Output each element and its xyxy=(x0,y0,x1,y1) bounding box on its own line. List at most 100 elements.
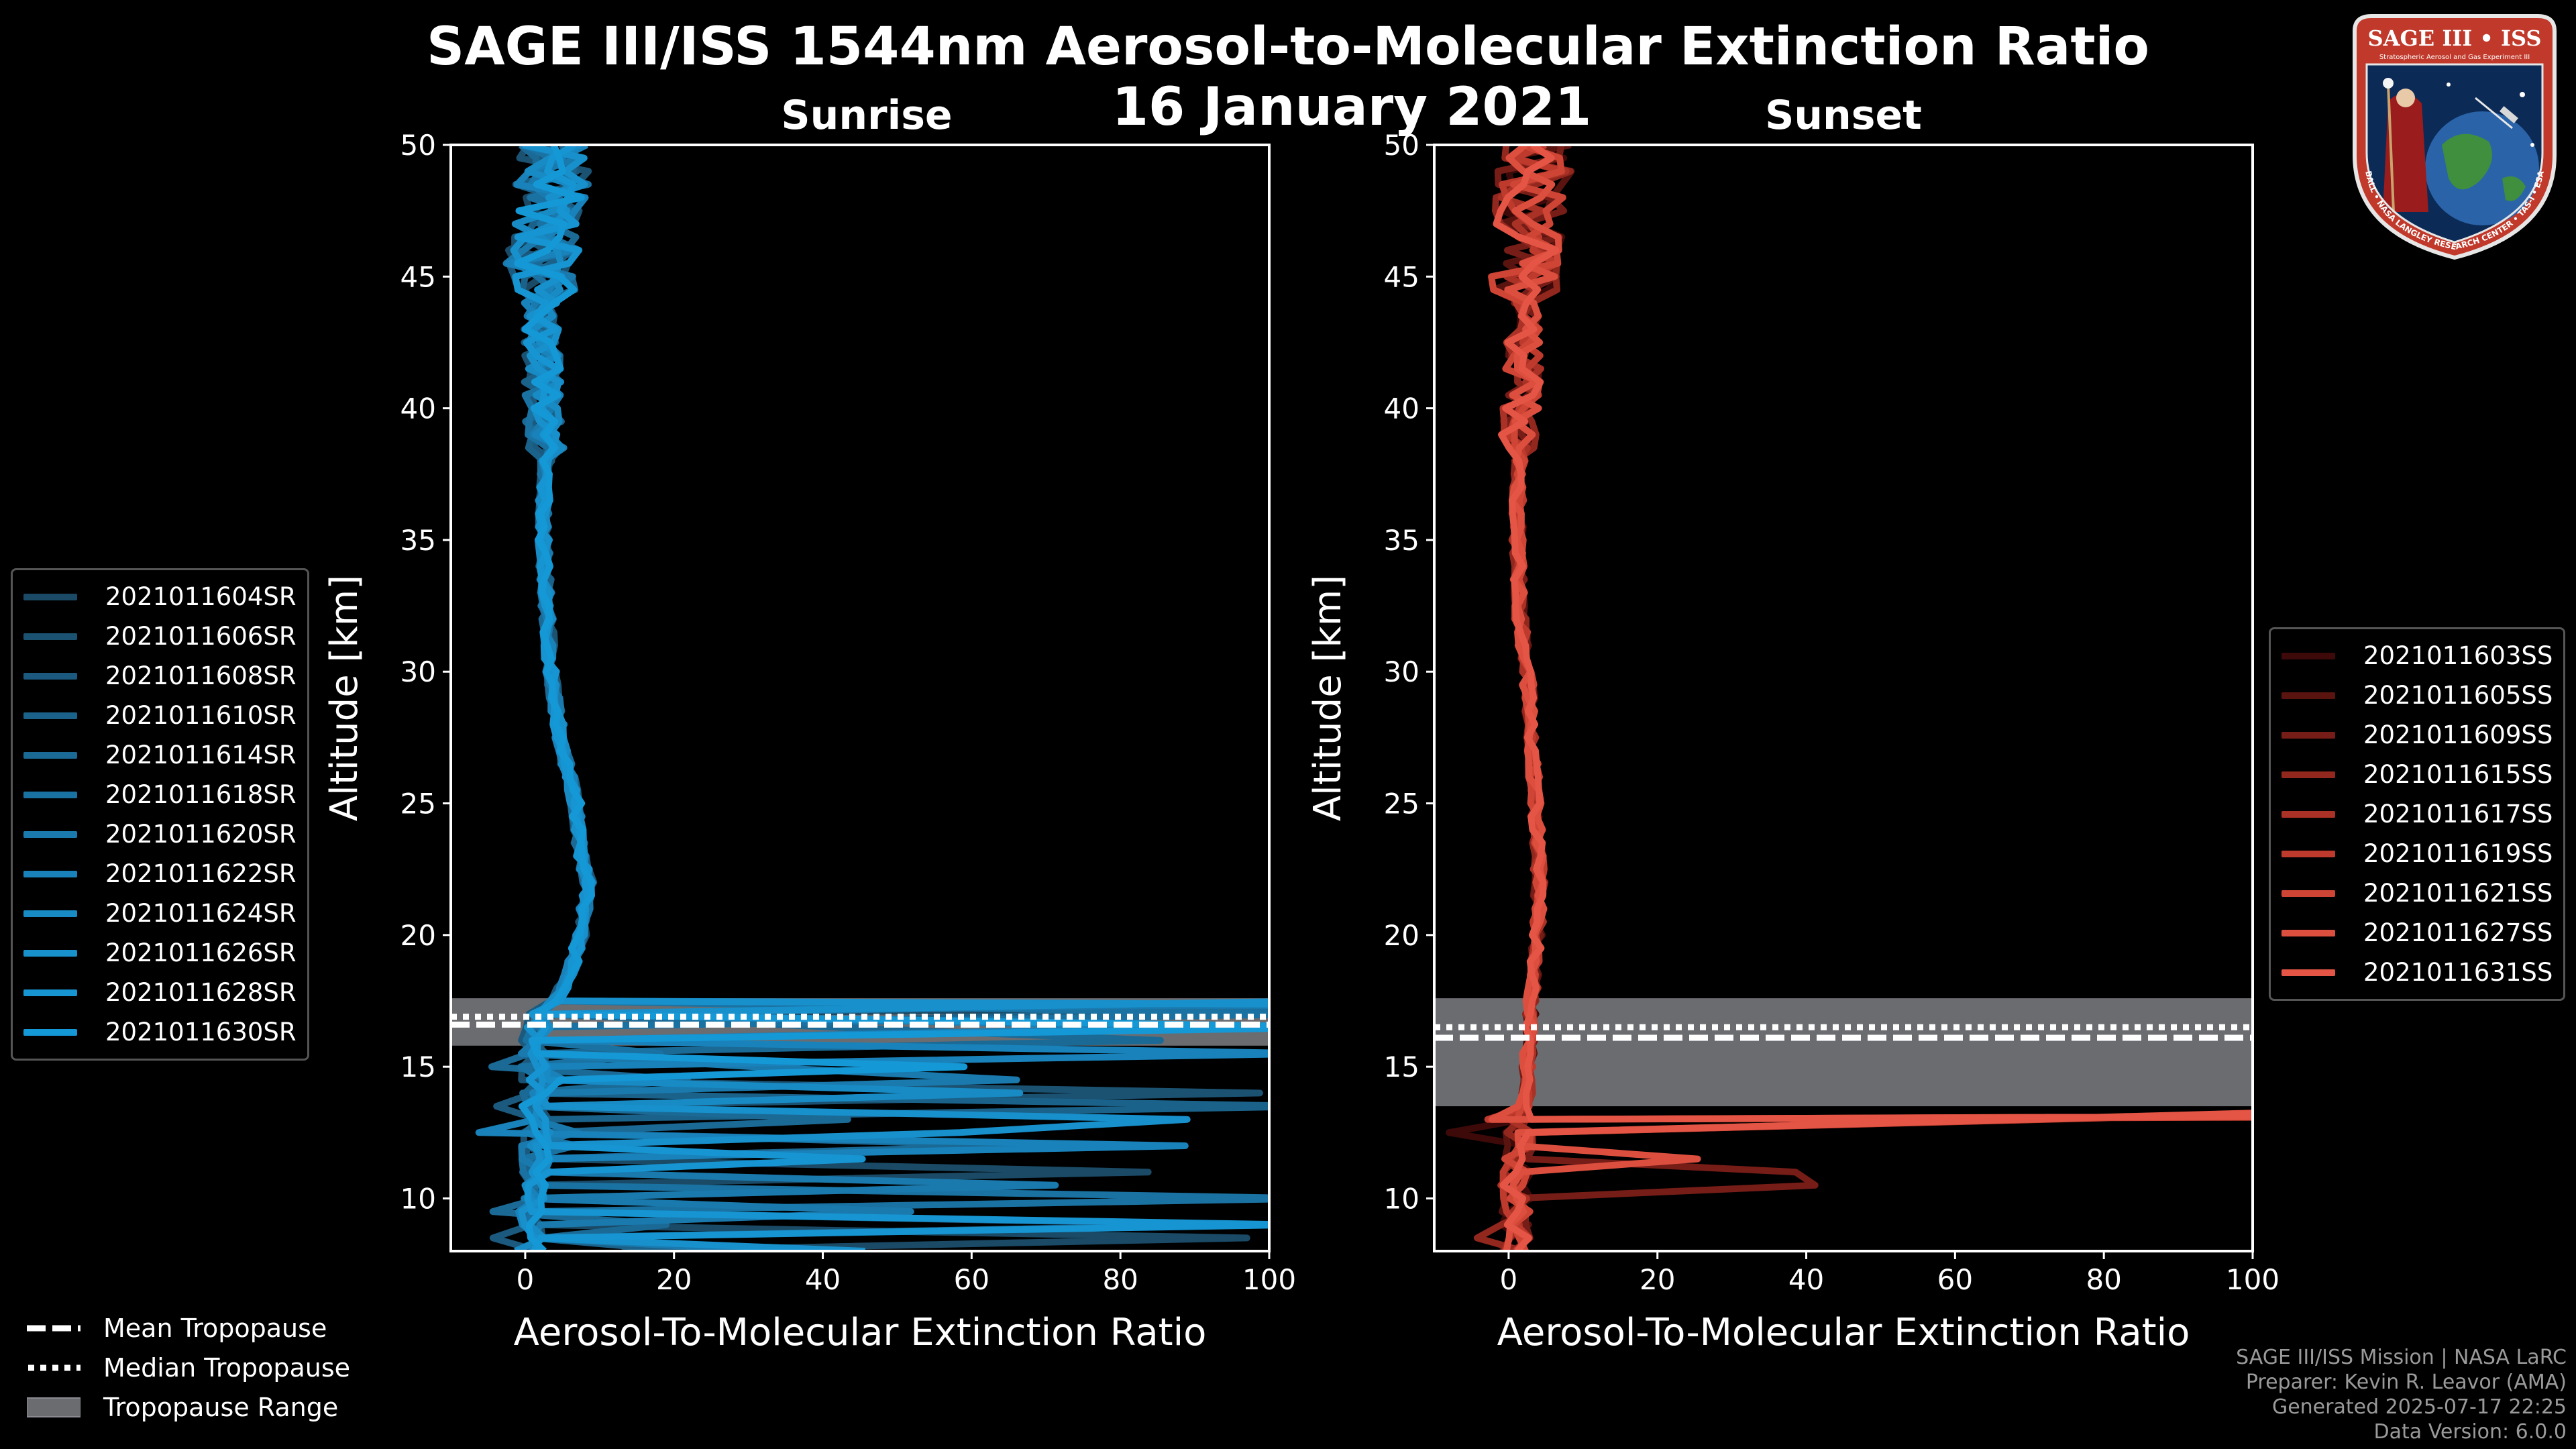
legend-label: 2021011606SR xyxy=(105,622,297,651)
y-tick-label: 15 xyxy=(1384,1051,1419,1083)
legend-label: 2021011631SS xyxy=(2363,958,2553,987)
legend-entry: 2021011619SS xyxy=(2282,834,2553,873)
tropopause-range-band xyxy=(1434,998,2253,1107)
legend-swatch xyxy=(23,910,77,917)
legend-entry: 2021011622SR xyxy=(23,854,297,894)
legend-swatch xyxy=(23,949,77,957)
y-axis-label: Altitude [km] xyxy=(1306,575,1350,821)
legend-entry: 2021011620SR xyxy=(23,814,297,854)
legend-swatch xyxy=(23,633,77,640)
legend-entry: 2021011604SR xyxy=(23,577,297,616)
legend-label: 2021011608SR xyxy=(105,661,297,690)
legend-swatch xyxy=(23,1028,77,1036)
legend-swatch xyxy=(2282,652,2335,659)
y-tick-label: 45 xyxy=(400,260,436,293)
legend-entry: 2021011603SS xyxy=(2282,636,2553,676)
sunset-panel: 0 20 40 60 80 100 10 15 20 25 30 35 40 45 50 Aerosol-To… xyxy=(1306,92,2279,1354)
sunrise-panel: 0 20 40 60 80 100 10 15 20 25 30 35 40 45 50 Aerosol-To… xyxy=(323,92,1296,1354)
legend-label: 2021011604SR xyxy=(105,582,297,611)
axes-frame xyxy=(1433,144,2254,1252)
legend-label: 2021011610SR xyxy=(105,701,297,730)
legend-entry: 2021011614SR xyxy=(23,735,297,775)
y-tick-label: 25 xyxy=(1384,788,1419,820)
legend-label: 2021011617SS xyxy=(2363,800,2553,828)
legend-swatch xyxy=(2282,810,2335,818)
y-tick-label: 25 xyxy=(400,788,436,820)
x-tick-label: 60 xyxy=(1937,1263,1973,1296)
legend-label: 2021011622SR xyxy=(105,859,297,888)
legend-entry: 2021011606SR xyxy=(23,616,297,656)
dashed-line-icon xyxy=(27,1325,80,1331)
legend-entry: 2021011609SS xyxy=(2282,715,2553,755)
legend-label: 2021011621SS xyxy=(2363,879,2553,908)
x-tick-label: 80 xyxy=(2086,1263,2121,1296)
legend-swatch xyxy=(23,593,77,600)
legend-label: 2021011624SR xyxy=(105,899,297,928)
x-tick-label: 20 xyxy=(656,1263,692,1296)
credits-preparer: Preparer: Kevin R. Leavor (AMA) xyxy=(2245,1371,2567,1394)
mean-tropopause-entry: Mean Tropopause xyxy=(27,1308,350,1348)
legend-entry: 2021011621SS xyxy=(2282,873,2553,913)
legend-label: 2021011626SR xyxy=(105,938,297,967)
mean-tropopause-label: Mean Tropopause xyxy=(103,1313,327,1343)
y-tick-label: 45 xyxy=(1384,260,1419,293)
legend-swatch xyxy=(2282,890,2335,897)
plot-area xyxy=(1434,145,2253,1251)
range-patch-icon xyxy=(27,1397,80,1417)
sunrise-legend: 2021011604SR 2021011606SR 2021011608SR 2021… xyxy=(11,568,309,1061)
credits-version: Data Version: 6.0.0 xyxy=(2373,1420,2567,1444)
y-tick-label: 35 xyxy=(400,524,436,557)
tropopause-range-label: Tropopause Range xyxy=(103,1392,339,1422)
legend-swatch xyxy=(23,712,77,719)
legend-label: 2021011627SS xyxy=(2363,918,2553,947)
legend-entry: 2021011615SS xyxy=(2282,755,2553,794)
logo-subtitle: Stratospheric Aerosol and Gas Experiment… xyxy=(2379,54,2530,61)
x-tick-label: 100 xyxy=(1242,1263,1296,1296)
x-tick-label: 60 xyxy=(954,1263,989,1296)
figure-date: 16 January 2021 xyxy=(1112,77,1592,138)
y-tick-label: 20 xyxy=(400,919,436,952)
x-tick-label: 20 xyxy=(1640,1263,1675,1296)
legend-label: 2021011630SR xyxy=(105,1018,297,1046)
legend-label: 2021011620SR xyxy=(105,820,297,849)
dotted-line-icon xyxy=(28,1364,80,1371)
y-tick-label: 15 xyxy=(400,1051,436,1083)
legend-swatch xyxy=(23,672,77,680)
y-tick-label: 10 xyxy=(1384,1182,1419,1215)
plot-area xyxy=(451,145,1269,1251)
credits-generated: Generated 2025-07-17 22:25 xyxy=(2271,1395,2567,1419)
legend-swatch xyxy=(2282,929,2335,936)
x-axis-label: Aerosol-To-Molecular Extinction Ratio xyxy=(1497,1311,2190,1354)
median-tropopause-label: Median Tropopause xyxy=(103,1352,350,1383)
y-tick-label: 50 xyxy=(1384,129,1419,162)
credits-mission: SAGE III/ISS Mission | NASA LaRC xyxy=(2236,1346,2567,1369)
legend-swatch xyxy=(2282,850,2335,857)
y-tick-label: 10 xyxy=(400,1182,436,1215)
x-tick-label: 100 xyxy=(2226,1263,2279,1296)
x-tick-label: 40 xyxy=(805,1263,841,1296)
legend-label: 2021011603SS xyxy=(2363,641,2553,670)
legend-label: 2021011615SS xyxy=(2363,760,2553,789)
legend-swatch xyxy=(23,989,77,996)
legend-swatch xyxy=(2282,771,2335,778)
y-tick-label: 35 xyxy=(1384,524,1419,557)
y-tick-label: 20 xyxy=(1384,919,1419,952)
legend-entry: 2021011617SS xyxy=(2282,794,2553,834)
panel-title: Sunrise xyxy=(781,92,952,139)
legend-label: 2021011614SR xyxy=(105,741,297,769)
legend-label: 2021011618SR xyxy=(105,780,297,809)
y-tick-label: 40 xyxy=(400,392,436,425)
profile-line-2021011631SS xyxy=(1493,145,2253,1251)
legend-entry: 2021011608SR xyxy=(23,656,297,696)
legend-swatch xyxy=(2282,969,2335,976)
x-tick-label: 0 xyxy=(517,1263,535,1296)
logo-title: SAGE III • ISS xyxy=(2368,25,2542,51)
legend-entry: 2021011605SS xyxy=(2282,676,2553,715)
x-tick-label: 0 xyxy=(1500,1263,1518,1296)
x-tick-label: 40 xyxy=(1788,1263,1824,1296)
median-tropopause-entry: Median Tropopause xyxy=(27,1348,350,1387)
y-tick-label: 30 xyxy=(1384,655,1419,688)
legend-entry: 2021011630SR xyxy=(23,1012,297,1052)
x-tick-label: 80 xyxy=(1102,1263,1138,1296)
legend-swatch xyxy=(23,751,77,759)
